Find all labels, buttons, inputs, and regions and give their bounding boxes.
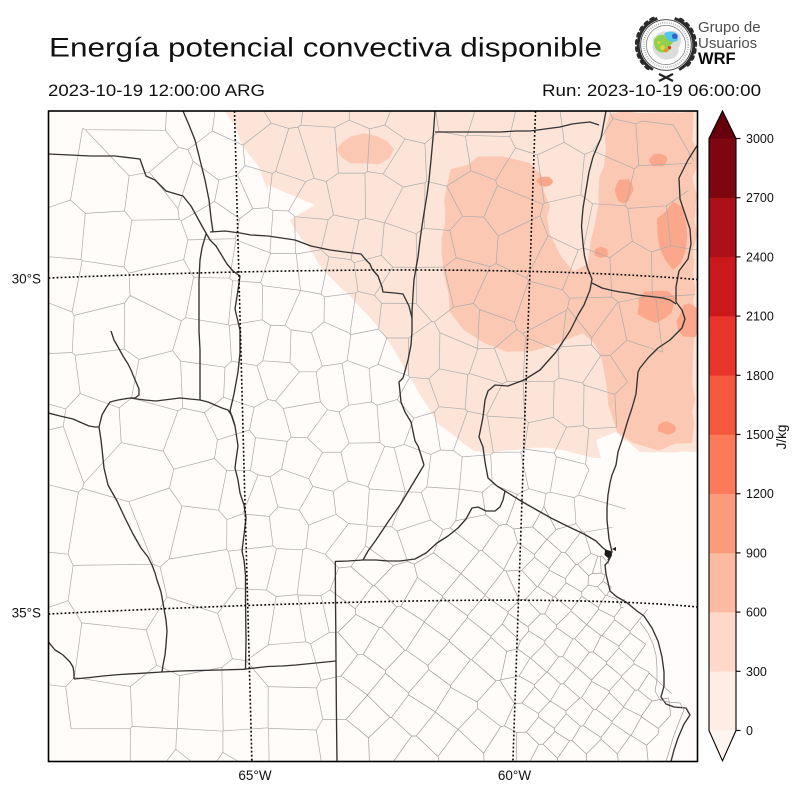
svg-text:1500: 1500 [746,428,774,442]
svg-text:J/kg: J/kg [774,425,789,450]
svg-text:0: 0 [746,724,753,738]
svg-text:600: 600 [746,606,767,620]
svg-text:2700: 2700 [746,191,774,205]
svg-text:Usuarios: Usuarios [698,35,757,52]
svg-text:Grupo de: Grupo de [698,19,761,36]
svg-text:60°W: 60°W [498,768,531,783]
svg-text:900: 900 [746,546,767,560]
svg-text:1200: 1200 [746,487,774,501]
svg-text:Run: 2023-10-19 06:00:00: Run: 2023-10-19 06:00:00 [542,81,761,100]
svg-text:2023-10-19 12:00:00 ARG: 2023-10-19 12:00:00 ARG [48,81,265,100]
svg-text:WRF: WRF [698,50,736,68]
svg-text:30°S: 30°S [12,272,41,287]
svg-text:2400: 2400 [746,250,774,264]
svg-text:35°S: 35°S [12,606,41,621]
svg-text:2100: 2100 [746,310,774,324]
svg-text:Energía potencial convectiva d: Energía potencial convectiva disponible [49,33,602,63]
svg-text:3000: 3000 [746,132,774,146]
svg-text:300: 300 [746,665,767,679]
svg-text:65°W: 65°W [238,768,271,783]
svg-text:1800: 1800 [746,369,774,383]
